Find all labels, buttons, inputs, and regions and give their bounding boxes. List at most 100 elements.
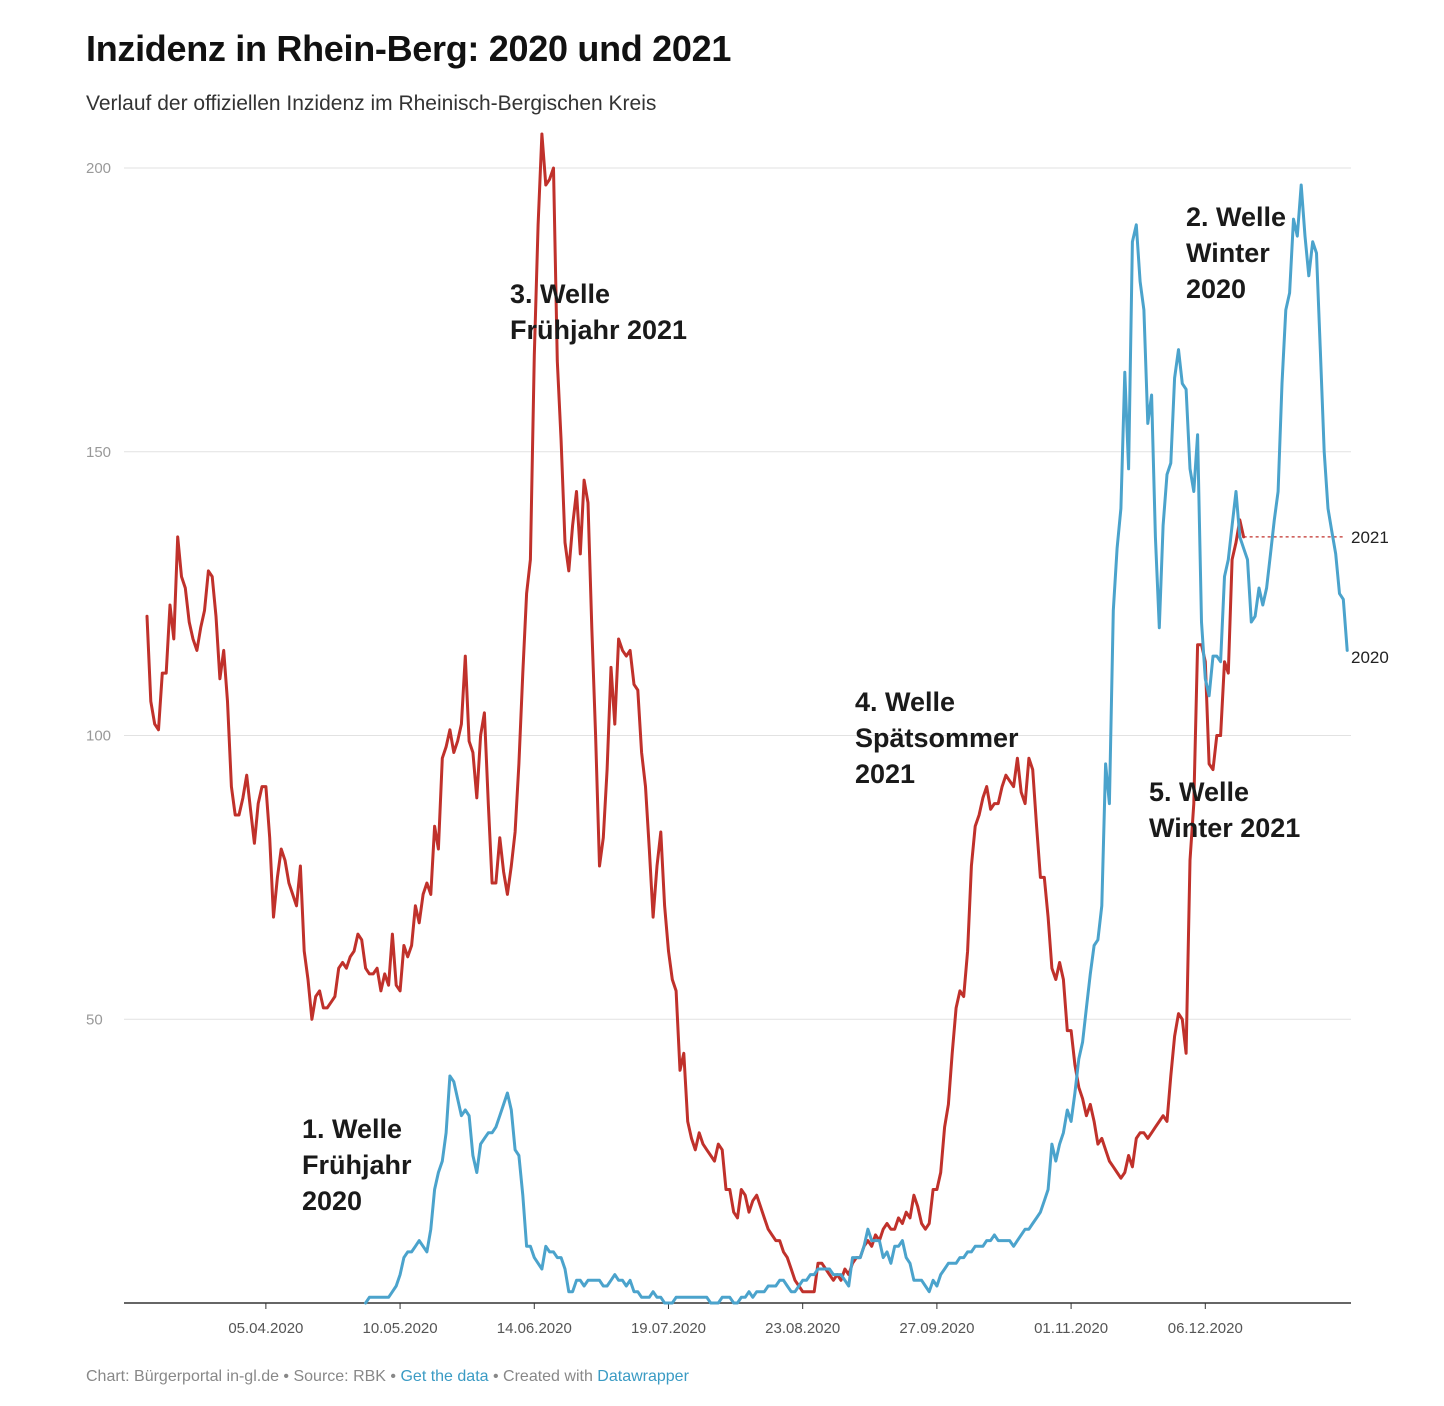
datawrapper-link[interactable]: Datawrapper xyxy=(597,1368,689,1385)
data-point-2021 xyxy=(345,967,348,970)
data-point-2020 xyxy=(448,1075,451,1078)
data-point-2021 xyxy=(1154,1126,1157,1129)
data-point-2021 xyxy=(207,569,210,572)
data-point-2020 xyxy=(621,1279,624,1282)
data-point-2021 xyxy=(176,535,179,538)
data-point-2021 xyxy=(1081,1097,1084,1100)
data-point-2021 xyxy=(360,938,363,941)
data-point-2020 xyxy=(832,1273,835,1276)
data-point-2021 xyxy=(1231,558,1234,561)
data-point-2020 xyxy=(1123,371,1126,374)
data-point-2020 xyxy=(824,1268,827,1271)
data-point-2020 xyxy=(1204,677,1207,680)
data-point-2021 xyxy=(153,723,156,726)
data-point-2021 xyxy=(794,1279,797,1282)
data-point-2020 xyxy=(951,1262,954,1265)
data-point-2021 xyxy=(671,978,674,981)
data-point-2020 xyxy=(981,1245,984,1248)
data-point-2020 xyxy=(533,1256,536,1259)
data-point-2020 xyxy=(1200,621,1203,624)
data-point-2020 xyxy=(379,1296,382,1299)
data-point-2021 xyxy=(594,734,597,737)
get-the-data-link[interactable]: Get the data xyxy=(400,1368,489,1385)
data-point-2021 xyxy=(318,989,321,992)
data-point-2021 xyxy=(694,1148,697,1151)
data-point-2020 xyxy=(1250,621,1253,624)
data-point-2021 xyxy=(840,1279,843,1282)
data-point-2020 xyxy=(395,1285,398,1288)
data-point-2021 xyxy=(617,638,620,641)
data-point-2020 xyxy=(1016,1239,1019,1242)
data-point-2021 xyxy=(571,524,574,527)
data-point-2020 xyxy=(1189,467,1192,470)
data-point-2020 xyxy=(544,1245,547,1248)
data-point-2020 xyxy=(1342,598,1345,601)
data-point-2020 xyxy=(1039,1211,1042,1214)
data-point-2021 xyxy=(679,1069,682,1072)
data-point-2020 xyxy=(1338,592,1341,595)
data-point-2021 xyxy=(376,967,379,970)
data-point-2020 xyxy=(510,1109,513,1112)
data-point-2021 xyxy=(414,904,417,907)
data-point-2021 xyxy=(188,621,191,624)
data-point-2021 xyxy=(1139,1131,1142,1134)
data-point-2021 xyxy=(1158,1120,1161,1123)
data-point-2021 xyxy=(483,711,486,714)
data-point-2020 xyxy=(1296,235,1299,238)
data-point-2020 xyxy=(1208,694,1211,697)
data-point-2021 xyxy=(395,984,398,987)
data-point-2021 xyxy=(686,1120,689,1123)
data-point-2021 xyxy=(1020,791,1023,794)
series-line-2021 xyxy=(145,132,1246,1294)
data-point-2020 xyxy=(985,1239,988,1242)
data-point-2021 xyxy=(314,995,317,998)
data-point-2021 xyxy=(997,802,1000,805)
data-point-2021 xyxy=(935,1188,938,1191)
data-point-2021 xyxy=(610,666,613,669)
data-point-2020 xyxy=(583,1285,586,1288)
data-point-2021 xyxy=(613,723,616,726)
data-point-2021 xyxy=(778,1239,781,1242)
data-point-2020 xyxy=(1181,382,1184,385)
data-point-2020 xyxy=(456,1097,459,1100)
data-point-2021 xyxy=(506,893,509,896)
data-point-2020 xyxy=(855,1256,858,1259)
data-point-2020 xyxy=(1073,1092,1076,1095)
data-point-2020 xyxy=(659,1296,662,1299)
x-tick-label: 19.07.2020 xyxy=(631,1320,706,1337)
data-point-2021 xyxy=(540,133,543,136)
data-point-2020 xyxy=(1077,1058,1080,1061)
data-point-2021 xyxy=(1004,774,1007,777)
wave-annotation-line: Spätsommer xyxy=(855,723,1019,753)
data-point-2020 xyxy=(391,1290,394,1293)
data-point-2021 xyxy=(399,989,402,992)
data-point-2020 xyxy=(1307,274,1310,277)
data-point-2021 xyxy=(1219,734,1222,737)
data-point-2021 xyxy=(337,967,340,970)
data-point-2021 xyxy=(556,360,559,363)
data-point-2020 xyxy=(556,1256,559,1259)
data-point-2021 xyxy=(771,1233,774,1236)
data-point-2020 xyxy=(498,1114,501,1117)
data-point-2020 xyxy=(897,1245,900,1248)
data-point-2021 xyxy=(782,1250,785,1253)
data-point-2021 xyxy=(192,638,195,641)
data-point-2020 xyxy=(487,1131,490,1134)
data-point-2021 xyxy=(1227,672,1230,675)
data-point-2021 xyxy=(418,921,421,924)
data-point-2020 xyxy=(1070,1120,1073,1123)
footer-chart-credit: Chart: Bürgerportal in-gl.de xyxy=(86,1368,279,1385)
data-point-2020 xyxy=(1227,558,1230,561)
data-point-2021 xyxy=(947,1103,950,1106)
data-point-2021 xyxy=(744,1194,747,1197)
data-point-2021 xyxy=(234,814,237,817)
data-point-2020 xyxy=(1162,524,1165,527)
data-point-2020 xyxy=(1027,1228,1030,1231)
data-point-2020 xyxy=(813,1273,816,1276)
data-point-2020 xyxy=(1346,649,1349,652)
data-point-2021 xyxy=(656,865,659,868)
data-point-2020 xyxy=(514,1148,517,1151)
data-point-2021 xyxy=(705,1148,708,1151)
data-point-2020 xyxy=(648,1296,651,1299)
data-point-2020 xyxy=(920,1279,923,1282)
